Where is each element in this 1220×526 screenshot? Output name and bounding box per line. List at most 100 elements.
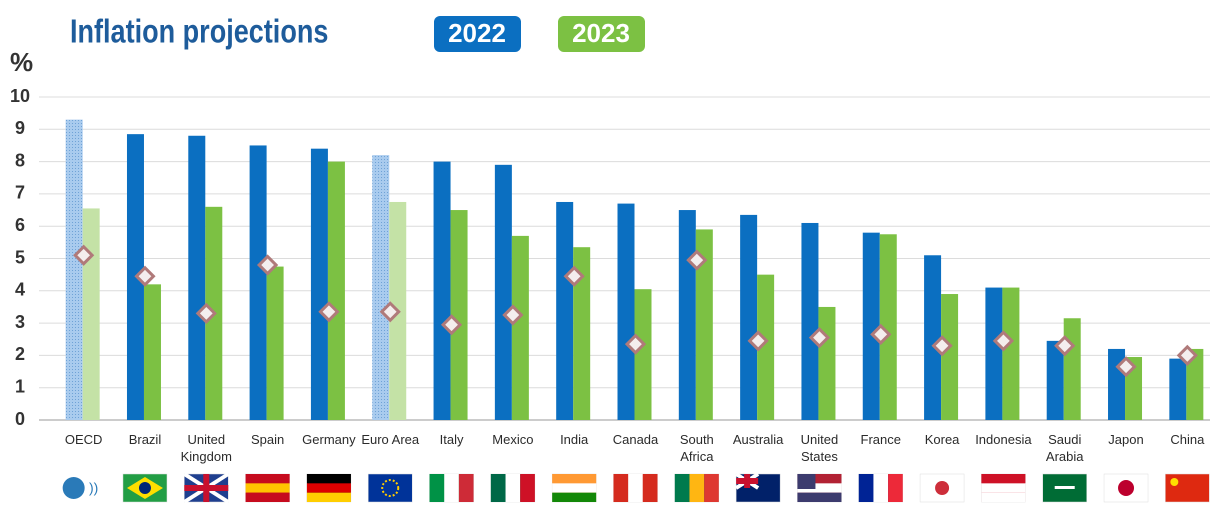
marker (1054, 335, 1076, 357)
bar (494, 164, 512, 420)
bar (985, 287, 1003, 420)
bar (511, 235, 529, 420)
flag-stripe (873, 474, 889, 502)
marker (992, 330, 1015, 352)
flag (122, 473, 168, 503)
bar (941, 294, 959, 420)
marker (440, 314, 463, 336)
x-tick-label: Canada (612, 432, 659, 447)
x-tick-label: United Kingdom (180, 432, 232, 464)
flag-stripe (520, 474, 535, 502)
flag-bg (367, 473, 413, 503)
bar (249, 145, 267, 420)
flag-stripe (642, 474, 658, 502)
bar (556, 201, 574, 420)
flag: )) (62, 477, 98, 499)
bar (924, 255, 942, 420)
y-tick-label: 7 (15, 183, 25, 203)
flag-shape (935, 481, 950, 495)
flag (429, 473, 474, 503)
flag (613, 473, 658, 503)
x-tick-label: Spain (250, 432, 285, 447)
bar (310, 148, 328, 420)
flag-bg (1165, 473, 1210, 503)
y-tick-label: 1 (15, 376, 25, 396)
flag (674, 473, 720, 503)
flag-stripe (306, 474, 351, 484)
flag (183, 472, 230, 504)
flag-stripe (981, 474, 1026, 484)
x-tick-label: United States (800, 432, 839, 464)
x-tick-label: Saudi Arabia (1045, 432, 1084, 464)
flag-shape (381, 479, 400, 497)
flag (1042, 473, 1087, 503)
flag-stripe (306, 492, 351, 502)
flag-shape (184, 485, 229, 491)
bar (740, 214, 758, 420)
bar (327, 161, 345, 420)
flag-stripe (505, 474, 521, 502)
x-tick-label: Italy (439, 432, 464, 447)
bar (757, 274, 775, 420)
marker (808, 327, 831, 349)
bar (1108, 348, 1126, 420)
flag-stripe (552, 474, 597, 484)
flag-stripe (981, 483, 1026, 493)
flag-shape (1054, 486, 1075, 489)
flag-stripe (613, 474, 629, 502)
flag-stripe (245, 474, 290, 484)
flag (735, 472, 781, 503)
flag (919, 473, 965, 503)
x-tick-label: Australia (732, 432, 784, 447)
x-tick-label: Indonesia (975, 432, 1032, 447)
marker (624, 333, 647, 355)
flag-stripe (245, 492, 290, 502)
x-tick-label: OECD (64, 432, 103, 447)
flag (490, 473, 536, 503)
bar (617, 203, 635, 420)
flag-stripe (689, 474, 705, 502)
bar (573, 247, 591, 420)
legend-swatch (434, 16, 521, 52)
flag-stripe (552, 492, 597, 502)
bar (450, 210, 468, 420)
bar (372, 155, 390, 420)
flag-shape (736, 478, 759, 484)
x-tick-label: China (1170, 432, 1205, 447)
bar (1186, 348, 1204, 420)
marker (502, 304, 524, 326)
y-tick-label: 10 (10, 86, 30, 106)
marker (134, 265, 156, 287)
y-tick-label: 0 (15, 409, 25, 429)
marker (73, 244, 95, 266)
flag (1103, 473, 1149, 503)
y-axis-label: % (10, 47, 33, 77)
bar (82, 208, 100, 420)
flag (858, 473, 904, 503)
bar (634, 289, 652, 420)
flag-stripe (429, 474, 445, 502)
marker (563, 265, 585, 287)
x-tick-label: Germany (302, 432, 356, 447)
bar (143, 284, 161, 420)
flag-shape (1170, 478, 1179, 486)
marker (870, 323, 892, 346)
y-tick-label: 9 (15, 118, 25, 138)
x-tick-label: Korea (924, 432, 960, 447)
bar (862, 232, 880, 420)
flag-stripe (704, 474, 719, 502)
marker (1115, 356, 1137, 378)
x-tick-label: South Africa (679, 432, 714, 464)
bar (695, 229, 713, 420)
legend-label: 2023 (572, 18, 630, 48)
flag-stripe (858, 474, 874, 502)
marker (195, 302, 217, 325)
bar (801, 222, 819, 420)
flag-stripe (888, 474, 903, 502)
flag (1165, 473, 1210, 503)
flag-shape (1118, 480, 1135, 496)
x-tick-label: India (560, 432, 589, 447)
y-tick-label: 5 (15, 247, 25, 267)
chart-title: Inflation projections (70, 14, 328, 50)
